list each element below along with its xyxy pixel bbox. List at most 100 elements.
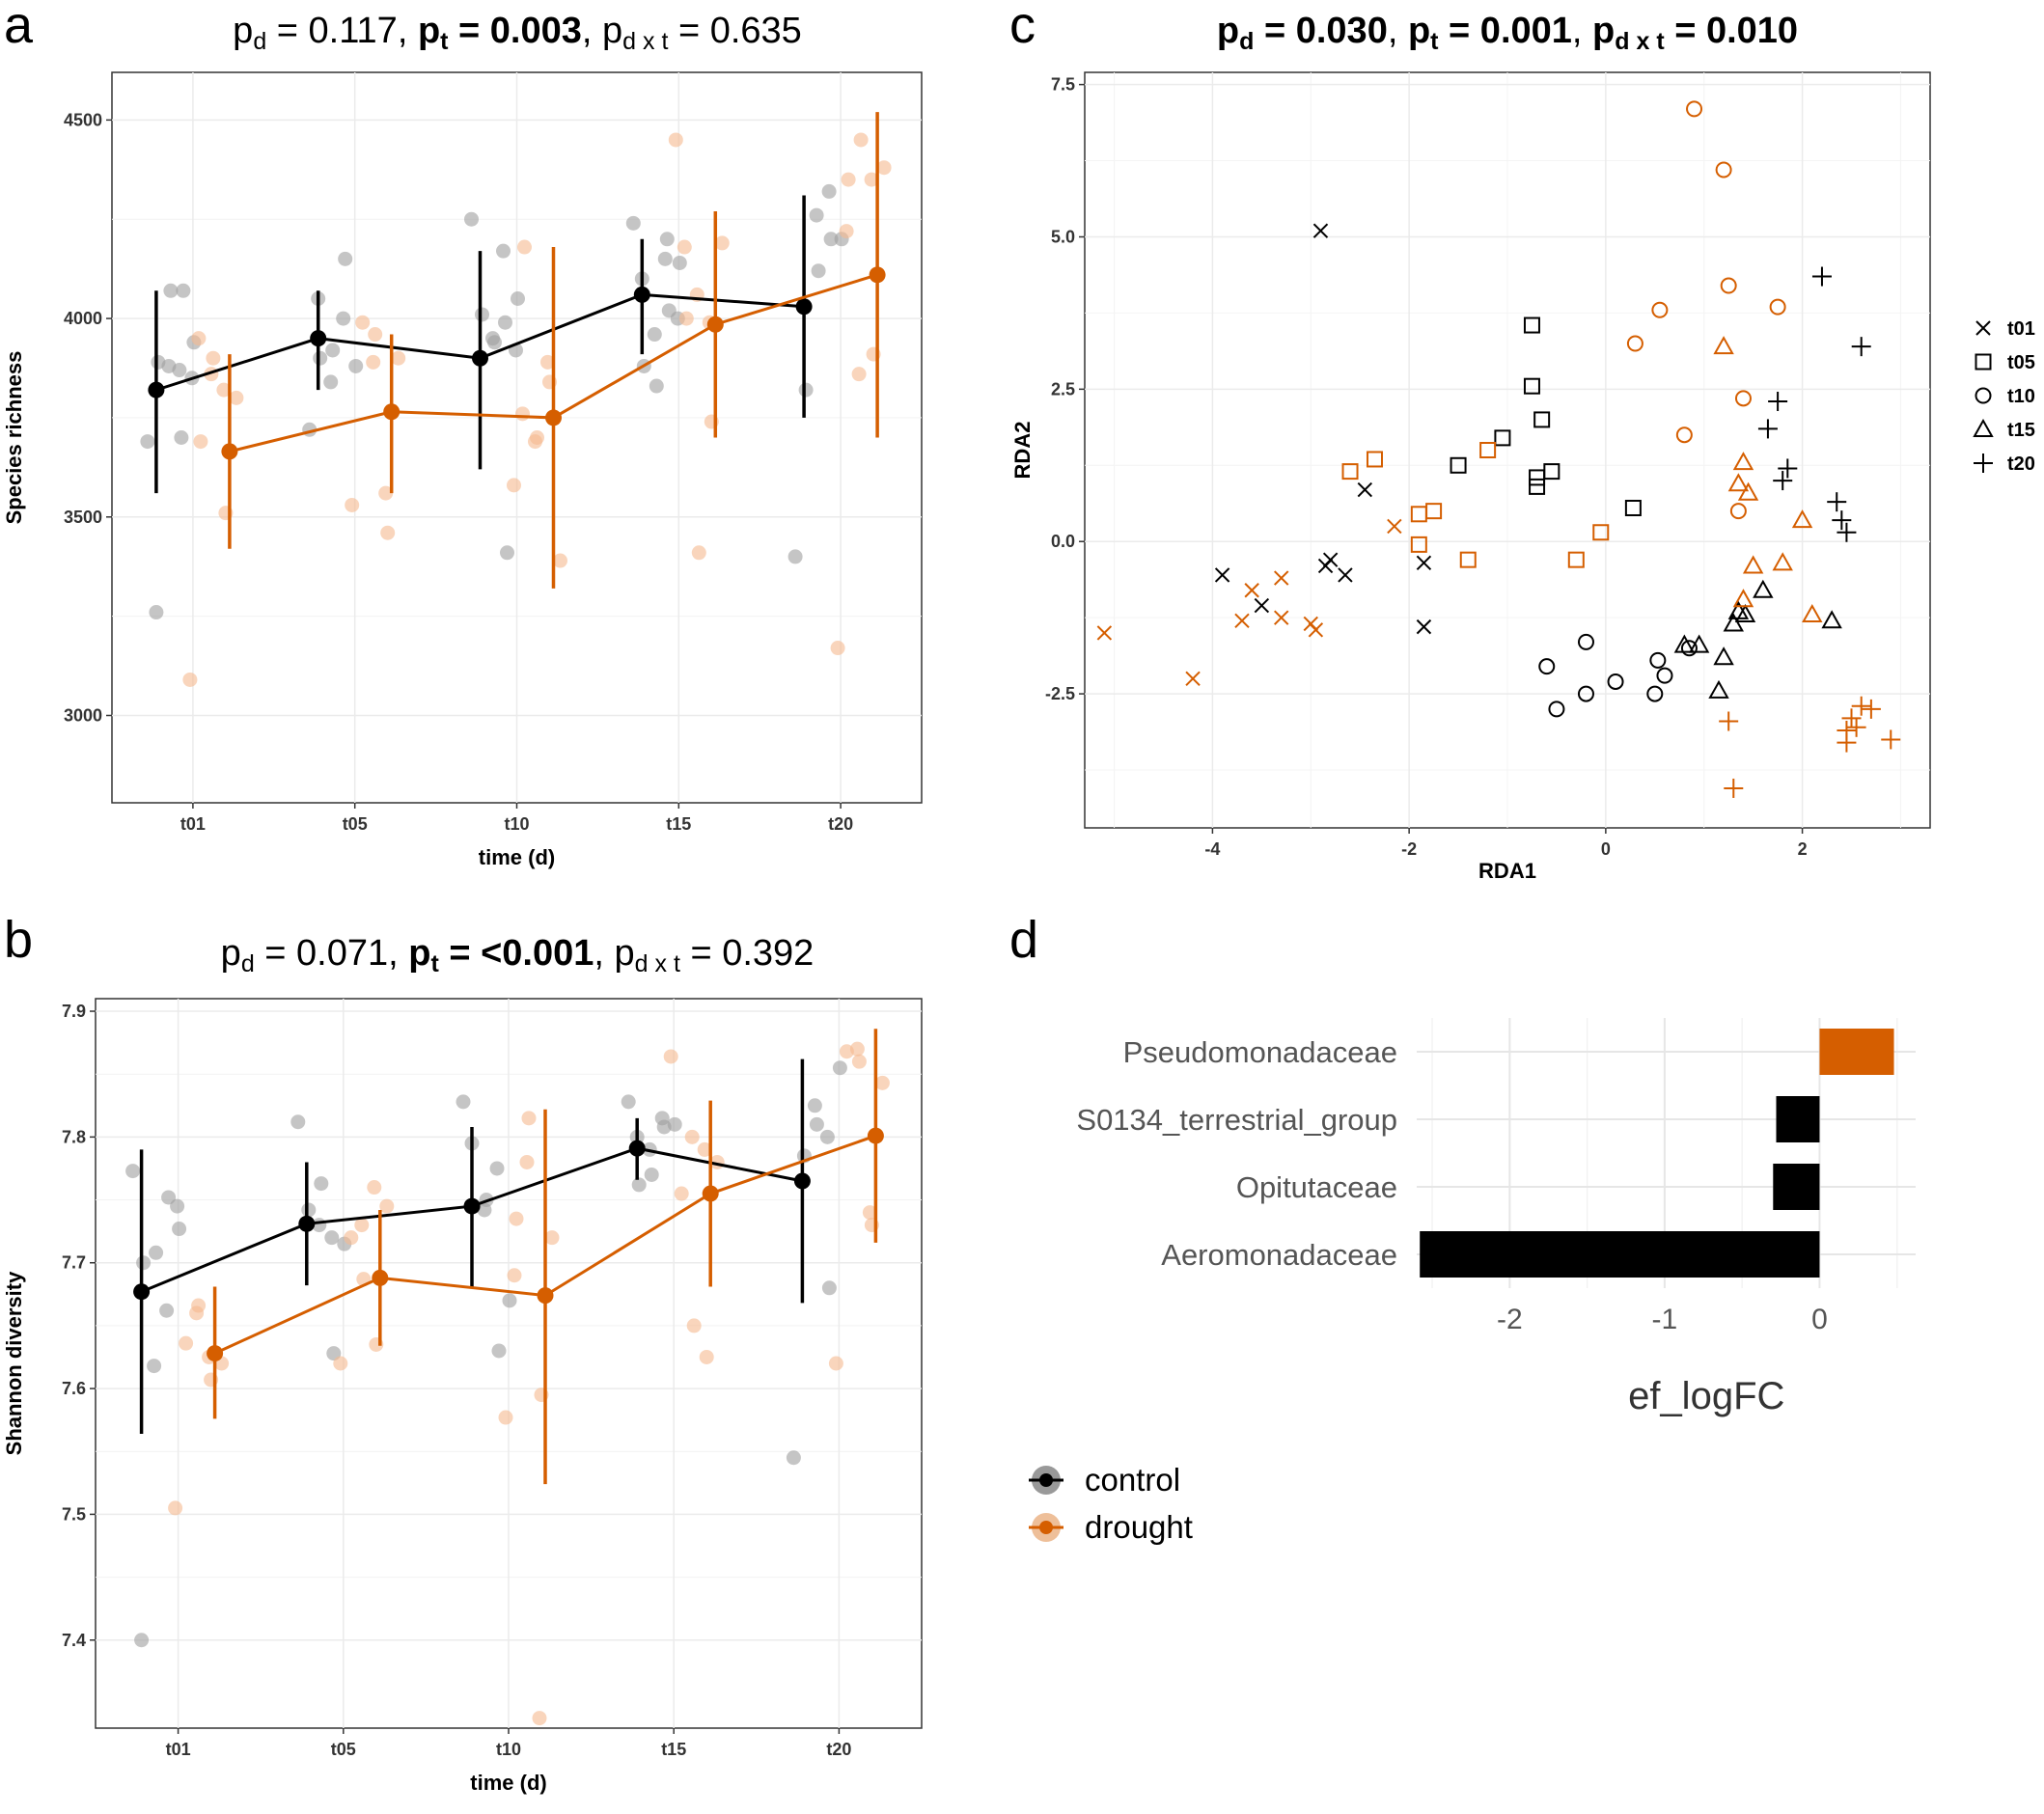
control-sample-point <box>625 215 641 231</box>
drought-mean-point <box>221 443 238 460</box>
control-plus-point <box>1773 471 1793 491</box>
drought-sample-point <box>532 1711 547 1726</box>
x-tick-label: t01 <box>180 814 206 834</box>
control-sample-point <box>809 207 824 223</box>
control-sample-point <box>496 243 511 259</box>
pvalue-value: = 0.117 <box>266 11 398 51</box>
control-sample-point <box>336 311 351 326</box>
control-plus-point <box>1827 492 1847 512</box>
drought-sample-point <box>851 1054 867 1069</box>
control-sample-point <box>821 183 837 199</box>
drought-mean-point <box>867 1127 884 1144</box>
drought-sample-point <box>699 1349 714 1364</box>
pvalue-symbol: p <box>1217 11 1239 51</box>
drought-sample-point <box>333 1356 348 1371</box>
drought-triangle-point <box>1732 589 1754 608</box>
pvalue-separator: , <box>594 933 614 974</box>
control-sample-point <box>314 1176 329 1192</box>
pvalue-value: = 0.001 <box>1439 11 1572 51</box>
drought-sample-point <box>168 1500 183 1516</box>
control-sample-point <box>654 1111 670 1126</box>
drought-sample-point <box>179 1335 194 1351</box>
control-square-point <box>1533 411 1551 428</box>
drought-sample-point <box>355 315 371 330</box>
drought-sample-point <box>528 434 542 450</box>
control-sample-point <box>823 232 839 247</box>
control-circle-point <box>1607 673 1624 690</box>
drought-x-point <box>1387 518 1402 535</box>
y-tick-label: 4000 <box>64 309 102 328</box>
drought-plus-point <box>1724 778 1744 798</box>
legend-label: t20 <box>2007 454 2035 475</box>
category-label: S0134_terrestrial_group <box>1076 1103 1397 1137</box>
drought-sample-point <box>544 1230 560 1246</box>
control-sample-point <box>147 1359 162 1374</box>
drought-x-point <box>1244 583 1259 598</box>
control-sample-point <box>491 1343 507 1359</box>
control-circle-point <box>1680 640 1698 657</box>
pvalue-value: = <0.001 <box>439 933 594 974</box>
drought-mean-point <box>545 409 562 426</box>
legend-point <box>1039 1473 1053 1487</box>
drought-sample-point <box>841 172 856 187</box>
panel-c-letter: c <box>1009 0 1036 54</box>
drought-circle-point <box>1769 298 1786 316</box>
drought-sample-point <box>874 1075 890 1090</box>
treatment-legend: control drought <box>1029 1462 1193 1545</box>
x-tick-label: t01 <box>166 1740 191 1759</box>
drought-x-point <box>1234 613 1250 629</box>
legend-control-key <box>1029 1466 1063 1495</box>
pvalue-symbol: p <box>1408 11 1430 51</box>
control-sample-point <box>644 1167 659 1182</box>
legend-t01-key <box>1975 320 1991 336</box>
control-x-point <box>1312 223 1329 238</box>
drought-sample-point <box>391 350 406 366</box>
x-axis-title: RDA1 <box>1478 859 1536 883</box>
control-plus-point <box>1832 510 1852 531</box>
drought-square-point <box>1479 442 1497 458</box>
control-triangle-point <box>1688 634 1710 653</box>
x-tick-label: -1 <box>1652 1304 1678 1335</box>
drought-triangle-point <box>1732 452 1754 471</box>
x-tick-label: t05 <box>331 1740 356 1759</box>
x-tick-label: -2 <box>1497 1304 1523 1335</box>
panel-c-rda-plot: -4 -2 0 2 -2.5 0.0 2.5 5.0 7.5 RDA1 RDA2 t01 t05 t10 t… <box>1010 71 2035 883</box>
x-axis-title: time (d) <box>479 845 555 869</box>
y-tick-label: 0.0 <box>1051 532 1075 551</box>
control-circle-point <box>1538 658 1556 675</box>
drought-sample-point <box>839 224 854 239</box>
control-sample-point <box>787 549 803 564</box>
drought-triangle-point <box>1742 555 1764 574</box>
category-label: Opitutaceae <box>1236 1170 1397 1204</box>
control-square-point <box>1624 499 1642 516</box>
control-sample-point <box>502 1293 517 1308</box>
y-axis-title: RDA2 <box>1010 422 1035 480</box>
control-circle-point <box>1577 685 1594 702</box>
y-tick-label: 7.5 <box>1051 75 1075 95</box>
control-triangle-point <box>1708 679 1729 699</box>
control-sample-point <box>819 1129 835 1144</box>
drought-x-point <box>1096 625 1113 641</box>
y-tick-label: 7.4 <box>62 1631 86 1650</box>
x-tick-label: t20 <box>828 814 853 834</box>
drought-sample-point <box>216 382 232 398</box>
x-axis-title: ef_logFC <box>1628 1375 1784 1417</box>
x-tick-label: -2 <box>1401 839 1417 859</box>
y-tick-label: 7.5 <box>62 1504 86 1524</box>
control-sample-point <box>631 1177 647 1193</box>
control-triangle-point <box>1753 579 1774 598</box>
drought-mean-point <box>537 1287 554 1305</box>
pvalue-subscript: t <box>440 28 449 55</box>
pvalue-separator: , <box>388 933 408 974</box>
control-circle-point <box>1577 633 1594 650</box>
x-tick-label: 2 <box>1798 839 1808 859</box>
panel-d-letter: d <box>1009 911 1038 969</box>
pvalue-separator: , <box>1388 11 1408 51</box>
control-sample-point <box>136 1255 152 1271</box>
control-plus-point <box>1811 266 1832 287</box>
drought-mean-point <box>383 403 401 421</box>
control-x-point <box>1416 618 1432 635</box>
legend-t05-key <box>1975 353 1992 371</box>
pvalue-value: = 0.392 <box>680 933 814 974</box>
drought-plus-point <box>1719 711 1739 731</box>
